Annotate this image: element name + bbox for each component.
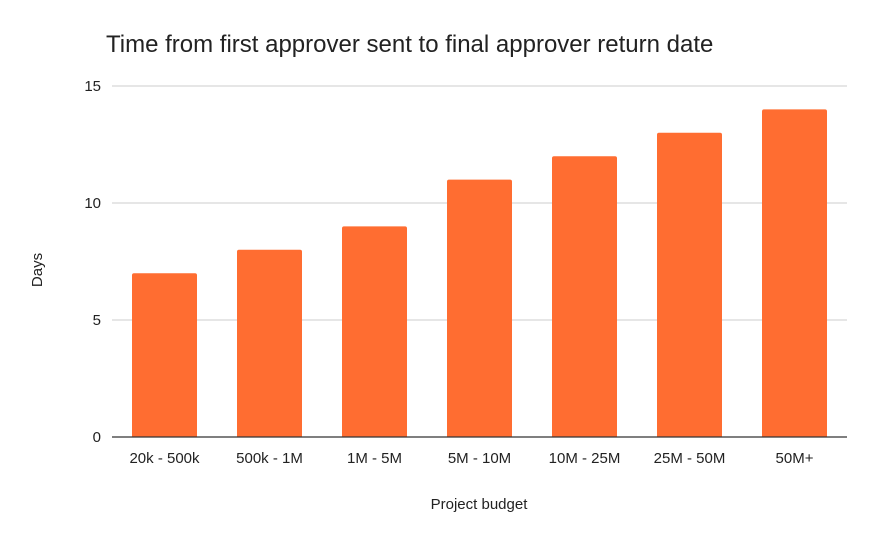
- bars: [132, 109, 827, 438]
- x-tick-label: 50M+: [776, 450, 814, 467]
- bar-5m-10m: [447, 179, 512, 437]
- chart-title: Time from first approver sent to final a…: [106, 31, 713, 58]
- y-tick-label: 10: [84, 195, 101, 212]
- bar-25m-50m: [657, 132, 722, 438]
- bar-1m-5m: [342, 226, 407, 437]
- x-tick-label: 5M - 10M: [448, 450, 511, 467]
- bar-10m-25m: [552, 156, 617, 437]
- y-tick-label: 15: [84, 78, 101, 95]
- x-axis-ticks: 20k - 500k 500k - 1M 1M - 5M 5M - 10M 10M - …: [129, 450, 813, 467]
- bar-50m: [762, 109, 827, 438]
- bar-500k-1m: [237, 249, 302, 437]
- x-tick-label: 25M - 50M: [654, 450, 726, 467]
- x-axis-label: Project budget: [431, 496, 529, 513]
- y-tick-label: 0: [93, 429, 101, 446]
- y-axis-label: Days: [29, 253, 46, 287]
- y-tick-label: 5: [93, 312, 101, 329]
- x-tick-label: 20k - 500k: [129, 450, 200, 467]
- x-tick-label: 1M - 5M: [347, 450, 402, 467]
- bar-20k-500k: [132, 273, 197, 437]
- y-axis-ticks: 0 5 10 15: [84, 78, 101, 446]
- x-tick-label: 10M - 25M: [549, 450, 621, 467]
- x-tick-label: 500k - 1M: [236, 450, 303, 467]
